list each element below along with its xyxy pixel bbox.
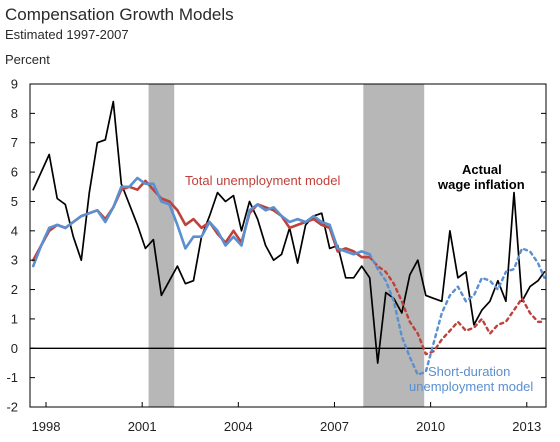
y-tick-label: 7 (11, 135, 18, 150)
recession-band-2 (363, 84, 425, 407)
axis-ticks: 9 8 7 6 5 4 3 2 1 0 -1 -2 1998 2001 2004 2007 2010 2013 (6, 77, 546, 434)
y-tick-label: 1 (11, 311, 18, 326)
annotation-actual-line1: Actual (462, 162, 502, 177)
x-tick-label: 2001 (128, 419, 157, 434)
x-tick-label: 1998 (32, 419, 61, 434)
series-line-actual (32, 100, 546, 364)
annotation-total-model: Total unemployment model (185, 173, 340, 188)
chart-subtitle: Estimated 1997-2007 (5, 27, 129, 42)
y-tick-label: 8 (11, 106, 18, 121)
y-tick-label: 2 (11, 282, 18, 297)
annotation-short-line2: unemployment model (409, 379, 533, 394)
x-tick-label: 2013 (512, 419, 541, 434)
series-line-short (31, 176, 372, 268)
plot-border (29, 83, 547, 408)
plot-frame (29, 83, 547, 408)
x-tick-label: 2004 (224, 419, 253, 434)
recession-bands (148, 84, 425, 407)
y-tick-label: 4 (11, 223, 18, 238)
y-tick-label: 5 (11, 194, 18, 209)
series-line-total-projection (368, 256, 546, 356)
x-tick-label: 2007 (320, 419, 349, 434)
series-lines (31, 100, 546, 376)
y-axis-unit-label: Percent (5, 52, 50, 67)
y-tick-label: -2 (6, 400, 18, 415)
annotation-actual-line2: wage inflation (437, 177, 525, 192)
annotation-short-line1: Short-duration (428, 364, 510, 379)
chart-title: Compensation Growth Models (5, 5, 234, 24)
y-tick-label: 0 (11, 341, 18, 356)
y-tick-label: -1 (6, 370, 18, 385)
y-tick-label: 6 (11, 165, 18, 180)
y-tick-label: 9 (11, 77, 18, 92)
x-tick-label: 2010 (416, 419, 445, 434)
series-line-short-projection (368, 247, 546, 376)
y-tick-label: 3 (11, 253, 18, 268)
recession-band-1 (148, 84, 175, 407)
annotations: Total unemployment model Actual wage inf… (185, 162, 533, 394)
